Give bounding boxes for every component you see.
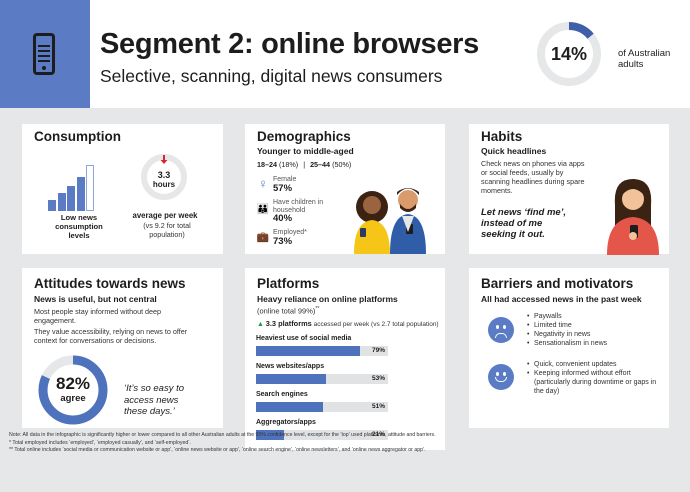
person-with-phone-illustration — [607, 179, 659, 255]
footnotes: Note: All data in the infographic is sig… — [9, 432, 689, 455]
attitudes-quote: ‘It’s so easy to access news these days.… — [124, 383, 185, 417]
up-arrow-icon: ▲ — [257, 321, 264, 328]
consumption-bar — [48, 199, 56, 211]
footnote-line: * Total employed includes ‘employed’, ‘e… — [9, 439, 191, 446]
children-stat: Have children in household 40% — [273, 199, 324, 224]
share-donut: 14% — [536, 21, 602, 87]
platform-pct: 79% — [371, 347, 385, 354]
agree-value: 82% — [55, 374, 91, 393]
page-title: Segment 2: online browsers — [100, 28, 479, 60]
share-note: of Australian adults — [618, 48, 671, 70]
header: Segment 2: online browsers Selective, sc… — [0, 0, 690, 108]
attitudes-text-1: Most people stay informed without deep e… — [34, 307, 162, 325]
female-stat: Female 57% — [273, 176, 297, 194]
demographics-subtitle: Younger to middle-aged — [257, 146, 354, 156]
consumption-bars — [48, 165, 98, 211]
platform-pct: 53% — [371, 375, 385, 382]
consumption-bar — [86, 165, 94, 211]
platforms-card — [245, 268, 445, 450]
agree-donut: 82% agree — [37, 354, 109, 426]
hours-ring: 3.3 hours — [140, 153, 188, 201]
list-item: Paywalls — [527, 312, 657, 321]
hours-unit: hours — [152, 180, 176, 189]
platform-label: Heaviest use of social media — [256, 335, 352, 342]
platform-bar-track: 53% — [256, 374, 388, 384]
platform-bar — [256, 402, 324, 412]
consumption-title: Consumption — [34, 129, 121, 144]
attitudes-subtitle: News is useful, but not central — [34, 294, 157, 304]
platforms-title: Platforms — [257, 276, 320, 291]
footnote-line: Note: All data in the infographic is sig… — [9, 432, 436, 438]
consumption-bar — [67, 185, 75, 211]
platform-bar — [256, 346, 361, 356]
consumption-bar — [57, 192, 66, 211]
share-value: 14% — [550, 44, 588, 64]
consumption-card — [22, 124, 223, 254]
header-icon-panel — [0, 0, 90, 108]
briefcase-icon: 💼 — [256, 232, 270, 243]
people-illustration — [354, 188, 426, 254]
platform-label: Aggregators/apps — [256, 419, 316, 426]
family-icon: 👪 — [256, 204, 270, 215]
platform-bar-track: 51% — [256, 402, 388, 412]
sad-face-icon — [488, 317, 514, 343]
platforms-count: ▲ 3.3 platforms accessed per week (vs 2.… — [257, 319, 439, 328]
platform-pct: 21% — [371, 431, 385, 438]
attitudes-card — [22, 268, 223, 428]
list-item: Quick, convenient updates — [527, 360, 657, 369]
barriers-card — [469, 268, 669, 428]
platform-label: News websites/apps — [256, 363, 325, 370]
attitudes-text-2: They value accessibility, relying on new… — [34, 327, 188, 345]
happy-face-icon — [488, 364, 514, 390]
platform-label: Search engines — [256, 391, 308, 398]
hours-ring-graphic — [141, 154, 187, 200]
barriers-subtitle: All had accessed news in the past week — [481, 294, 642, 304]
habits-text: Check news on phones via apps or social … — [481, 159, 585, 195]
list-item: Negativity in news — [527, 330, 657, 339]
motivators-list: Quick, convenient updatesKeeping informe… — [527, 360, 657, 396]
age-split: 18–24 (18%) | 25–44 (50%) — [257, 160, 352, 169]
habits-title: Habits — [481, 129, 523, 144]
employed-stat: Employed* 73% — [273, 229, 307, 247]
habits-quote: Let news ‘find me’, instead of me seekin… — [481, 207, 566, 240]
barriers-title: Barriers and motivators — [481, 276, 634, 291]
share-donut-chart — [537, 22, 601, 86]
platform-pct: 51% — [371, 403, 385, 410]
demographics-title: Demographics — [257, 129, 351, 144]
platform-bar-track: 21% — [256, 430, 388, 440]
consumption-caption: Low news consumption levels — [55, 213, 103, 240]
hours-value: 3.3 — [157, 170, 171, 180]
attitudes-title: Attitudes towards news — [34, 276, 186, 291]
avg-caption: average per week — [132, 211, 198, 220]
avg-note: (vs 9.2 for total population) — [143, 221, 191, 239]
platform-bar — [256, 374, 326, 384]
smartphone-icon — [33, 33, 55, 75]
platform-bar — [256, 430, 284, 440]
agree-word: agree — [60, 393, 86, 404]
barriers-list: PaywallsLimited timeNegativity in newsSe… — [527, 312, 657, 348]
platform-bar-track: 79% — [256, 346, 388, 356]
page-subtitle: Selective, scanning, digital news consum… — [100, 66, 443, 86]
platforms-subtitle: Heavy reliance on online platforms — [257, 294, 398, 304]
habits-subtitle: Quick headlines — [481, 146, 547, 156]
platforms-online-total: (online total 99%)** — [257, 306, 320, 316]
consumption-bar — [76, 176, 85, 211]
agree-donut-chart — [38, 355, 108, 425]
list-item: Limited time — [527, 321, 657, 330]
list-item: Sensationalism in news — [527, 339, 657, 348]
female-icon: ♀ — [258, 176, 268, 191]
list-item: Keeping informed without effort (particu… — [527, 369, 657, 396]
footnote-line: ** Total online includes ‘social media o… — [9, 447, 426, 453]
